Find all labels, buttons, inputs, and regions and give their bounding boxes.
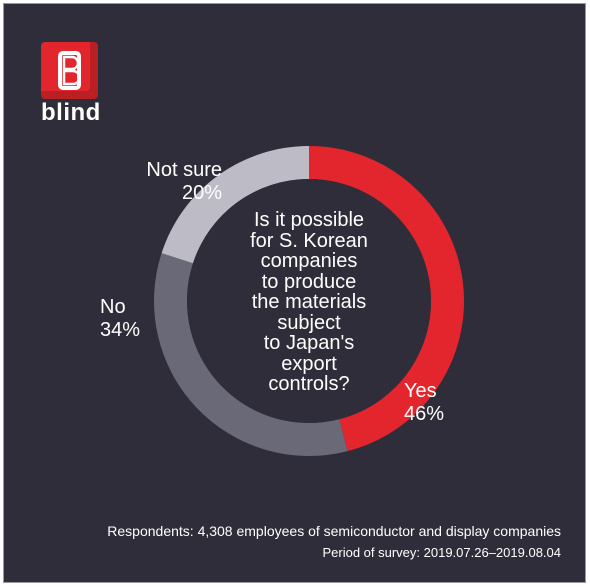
brand-name: blind xyxy=(41,99,101,126)
chart-title-line: companies xyxy=(260,250,358,272)
slice-value-not-sure: 20% xyxy=(181,182,222,204)
slice-value-no: 34% xyxy=(100,319,141,341)
chart-title-line: Is it possible xyxy=(253,209,365,231)
slice-label-yes: Yes 46% xyxy=(404,380,464,426)
slice-label-not-sure: Not sure 20% xyxy=(132,159,222,205)
donut-chart xyxy=(153,146,465,457)
footer-period: Period of survey: 2019.07.26–2019.08.04 xyxy=(322,545,561,560)
donut-slice-no xyxy=(153,253,348,457)
slice-label-no: No 34% xyxy=(100,296,160,342)
chart-title-line: for S. Korean xyxy=(250,229,368,252)
chart-title-line: the materials xyxy=(251,291,367,313)
brand-logo: blind xyxy=(41,42,101,128)
donut-hole xyxy=(187,179,431,423)
slice-value-yes: 46% xyxy=(404,403,445,425)
chart-title-line: to Japan's xyxy=(263,332,355,354)
donut-slice-yes xyxy=(309,146,465,452)
slice-name-yes: Yes xyxy=(404,380,437,402)
chart-title-line: export xyxy=(281,352,337,375)
chart-title-line: controls? xyxy=(268,373,350,395)
chart-title-line: subject xyxy=(277,311,341,334)
blind-logo-icon xyxy=(41,42,98,99)
survey-card: blind Is it possible for S. Korean compani… xyxy=(3,3,586,583)
slice-name-not-sure: Not sure xyxy=(146,159,222,181)
slice-name-no: No xyxy=(100,296,126,318)
chart-title: Is it possible for S. Korean companies to p… xyxy=(209,210,409,395)
chart-title-line: to produce xyxy=(261,270,357,293)
donut-slice-not-sure xyxy=(161,146,309,264)
footer-respondents: Respondents: 4,308 employees of semicond… xyxy=(107,523,561,539)
